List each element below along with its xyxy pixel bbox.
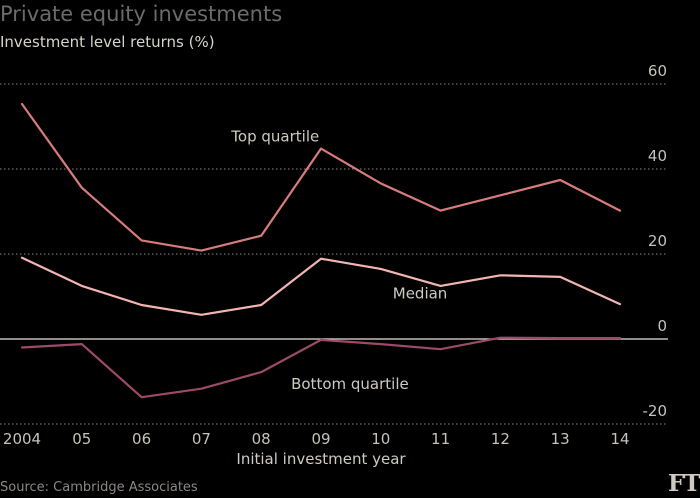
x-tick-label: 09 [311, 430, 330, 448]
y-tick-label: -20 [643, 402, 668, 420]
x-tick-label: 07 [192, 430, 211, 448]
x-axis-label: Initial investment year [236, 450, 406, 468]
top-quartile-line [20, 102, 622, 252]
bottom-quartile-line [20, 336, 622, 399]
y-tick-label: 0 [657, 317, 667, 335]
y-tick-label: 60 [648, 62, 667, 80]
x-tick-label: 10 [371, 430, 390, 448]
x-tick-label: 2004 [3, 430, 41, 448]
bottom-quartile-label: Bottom quartile [291, 375, 409, 393]
y-tick-label: 20 [648, 232, 667, 250]
x-tick-label: 14 [610, 430, 629, 448]
x-tick-label: 12 [491, 430, 510, 448]
source-note: Source: Cambridge Associates [0, 480, 198, 495]
median-label: Median [393, 285, 448, 303]
x-tick-label: 08 [252, 430, 271, 448]
series-lines [20, 102, 622, 399]
x-tick-label: 13 [551, 430, 570, 448]
median-line [20, 256, 622, 316]
y-tick-label: 40 [648, 147, 667, 165]
labels: 60 40 20 0 -20 2004 05 06 07 08 09 10 11 12 13 14 Top qu… [3, 62, 667, 448]
ft-logo: FT [668, 470, 700, 497]
x-tick-label: 05 [72, 430, 91, 448]
top-quartile-label: Top quartile [230, 127, 319, 145]
gridlines [0, 83, 668, 425]
chart-subtitle: Investment level returns (%) [0, 33, 215, 51]
x-tick-label: 06 [132, 430, 151, 448]
x-tick-label: 11 [431, 430, 450, 448]
chart-title: Private equity investments [0, 2, 283, 26]
